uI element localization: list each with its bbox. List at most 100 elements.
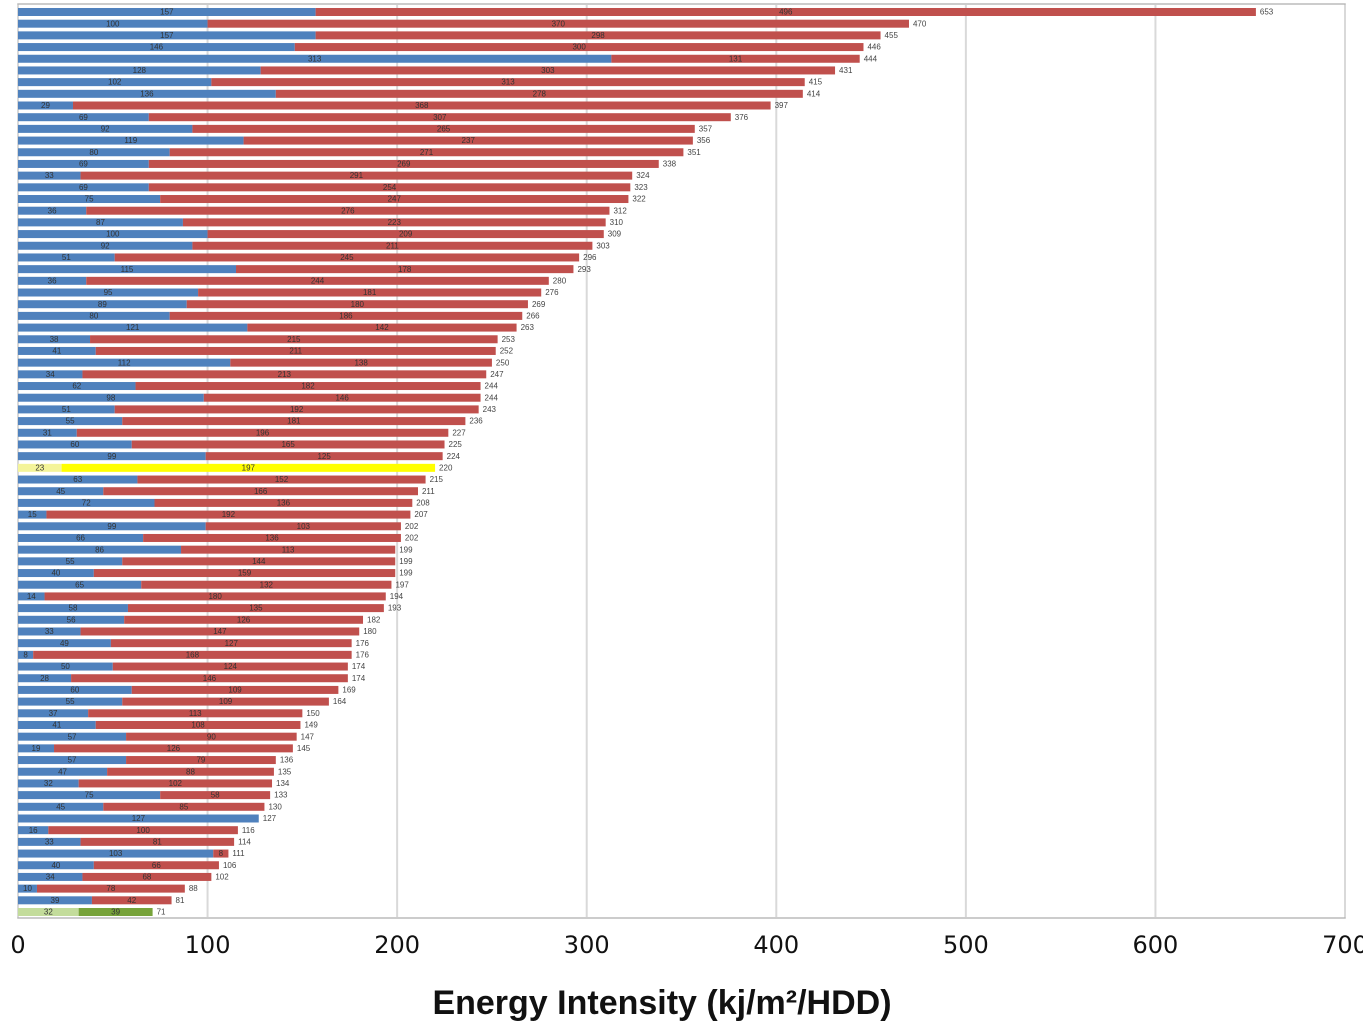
bar-segment	[91, 896, 172, 905]
segment-label: 103	[297, 522, 311, 531]
bar-segment	[18, 428, 77, 437]
total-label: 280	[553, 276, 567, 285]
segment-label: 102	[169, 779, 183, 788]
bar-segment	[18, 171, 81, 180]
total-label: 136	[280, 756, 294, 765]
segment-label: 19	[32, 744, 41, 753]
segment-label: 247	[388, 195, 402, 204]
bar-segment	[18, 709, 89, 718]
bar-segment	[54, 744, 293, 753]
bar-segment	[18, 346, 96, 355]
bar-segment	[18, 463, 62, 472]
segment-label: 57	[68, 732, 77, 741]
segment-label: 136	[265, 534, 279, 543]
bar-segment	[18, 440, 132, 449]
bar-segment	[18, 802, 104, 811]
segment-label: 55	[66, 557, 75, 566]
segment-label: 138	[354, 358, 368, 367]
total-label: 102	[215, 873, 229, 882]
total-label: 133	[274, 791, 288, 800]
bar-segment	[205, 452, 443, 461]
segment-label: 55	[66, 697, 75, 706]
total-label: 446	[867, 43, 881, 52]
bar-segment	[18, 872, 83, 881]
segment-label: 47	[58, 767, 67, 776]
total-label: 244	[485, 382, 499, 391]
bar-segment	[18, 650, 34, 659]
bar-segment	[294, 43, 864, 52]
total-label: 356	[697, 136, 711, 145]
segment-label: 38	[50, 335, 59, 344]
segment-label: 62	[72, 382, 81, 391]
segment-label: 8	[23, 650, 28, 659]
bar-segment	[18, 148, 170, 157]
x-axis-label: Energy Intensity (kj/m²/HDD)	[432, 984, 891, 1022]
bar-segment	[315, 31, 881, 40]
segment-label: 136	[277, 499, 291, 508]
bar-segment	[112, 662, 348, 671]
segment-label: 66	[152, 861, 161, 870]
total-label: 397	[775, 101, 789, 110]
segment-label: 92	[101, 241, 110, 250]
total-label: 455	[885, 31, 899, 40]
segment-label: 196	[256, 428, 270, 437]
bar-segment	[243, 136, 693, 145]
segment-label: 103	[109, 849, 123, 858]
segment-label: 37	[49, 709, 58, 718]
segment-label: 68	[142, 873, 151, 882]
total-label: 135	[278, 767, 292, 776]
segment-label: 102	[108, 78, 122, 87]
bar-segment	[18, 697, 123, 706]
bar-segment	[122, 417, 466, 426]
total-label: 431	[839, 66, 853, 75]
total-label: 145	[297, 744, 311, 753]
segment-label: 135	[249, 604, 263, 613]
bar-segment	[18, 218, 183, 227]
segment-label: 186	[339, 312, 353, 321]
segment-label: 34	[46, 873, 55, 882]
segment-label: 15	[28, 510, 37, 519]
total-label: 176	[356, 650, 370, 659]
bar-segment	[18, 265, 237, 274]
segment-label: 65	[75, 580, 84, 589]
total-label: 252	[500, 347, 514, 356]
segment-label: 33	[45, 837, 54, 846]
segment-label: 213	[278, 370, 292, 379]
bar-segment	[124, 615, 364, 624]
total-label: 106	[223, 861, 237, 870]
bar-segment	[18, 498, 155, 507]
x-tick-label: 400	[753, 931, 799, 959]
segment-label: 496	[779, 8, 793, 17]
bar-segment	[18, 744, 55, 753]
segment-label: 23	[35, 463, 44, 472]
bar-segment	[236, 265, 574, 274]
bar-segment	[18, 580, 142, 589]
bar-segment	[78, 779, 273, 788]
segment-label: 79	[196, 756, 205, 765]
total-label: 263	[521, 323, 535, 332]
segment-label: 211	[289, 347, 302, 356]
bar-segment	[211, 78, 805, 87]
segment-label: 265	[437, 124, 451, 133]
segment-label: 39	[111, 908, 120, 917]
segment-label: 60	[70, 440, 79, 449]
segment-label: 8	[219, 849, 224, 858]
segment-label: 192	[290, 405, 304, 414]
segment-label: 181	[287, 417, 301, 426]
segment-label: 181	[363, 288, 377, 297]
total-label: 207	[414, 510, 428, 519]
segment-label: 291	[350, 171, 364, 180]
x-tick-label: 100	[185, 931, 231, 959]
segment-label: 32	[44, 779, 53, 788]
bar-segment	[18, 814, 259, 823]
segment-label: 33	[45, 171, 54, 180]
bar-segment	[18, 908, 79, 916]
bar-segment	[169, 148, 684, 157]
total-label: 149	[304, 721, 318, 730]
segment-label: 78	[106, 884, 115, 893]
segment-label: 215	[287, 335, 301, 344]
bar-segment	[18, 206, 87, 215]
bar-segment	[122, 697, 329, 706]
segment-label: 136	[140, 89, 154, 98]
segment-label: 144	[252, 557, 266, 566]
